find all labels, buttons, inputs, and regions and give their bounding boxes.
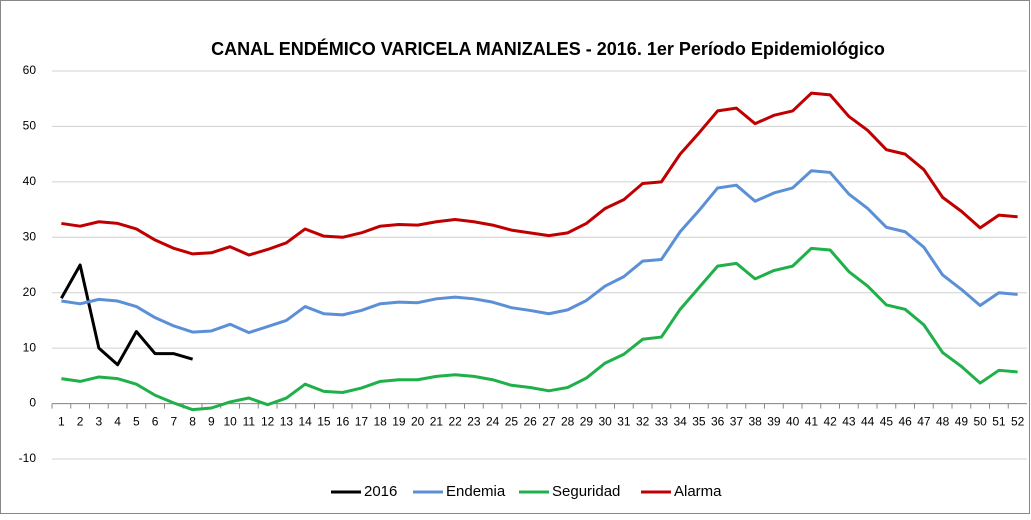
x-tick-label: 1 bbox=[58, 415, 65, 429]
x-tick-label: 31 bbox=[617, 415, 631, 429]
x-tick-label: 9 bbox=[208, 415, 215, 429]
x-tick-label: 16 bbox=[336, 415, 350, 429]
x-tick-label: 24 bbox=[486, 415, 500, 429]
x-tick-label: 47 bbox=[917, 415, 931, 429]
series-line bbox=[61, 91, 1018, 257]
y-tick-label: 50 bbox=[23, 119, 37, 133]
series-line bbox=[61, 246, 1018, 412]
chart-title: CANAL ENDÉMICO VARICELA MANIZALES - 2016… bbox=[211, 38, 885, 59]
x-tick-label: 26 bbox=[523, 415, 537, 429]
x-tick-label: 11 bbox=[243, 415, 256, 429]
x-tick-label: 14 bbox=[298, 415, 312, 429]
x-tick-label: 51 bbox=[992, 415, 1006, 429]
legend-label: 2016 bbox=[364, 483, 397, 500]
x-tick-label: 27 bbox=[542, 415, 556, 429]
x-tick-label: 12 bbox=[261, 415, 275, 429]
y-tick-label: 40 bbox=[23, 174, 37, 188]
series-line bbox=[61, 169, 1018, 335]
legend-label: Alarma bbox=[674, 483, 722, 500]
x-tick-label: 5 bbox=[133, 415, 140, 429]
y-tick-label: 30 bbox=[23, 229, 37, 243]
x-tick-label: 40 bbox=[786, 415, 800, 429]
x-tick-label: 21 bbox=[430, 415, 444, 429]
x-tick-label: 49 bbox=[955, 415, 969, 429]
x-tick-label: 35 bbox=[692, 415, 706, 429]
x-tick-label: 45 bbox=[880, 415, 894, 429]
x-tick-label: 6 bbox=[152, 415, 159, 429]
y-tick-label: -10 bbox=[19, 451, 37, 465]
x-tick-label: 32 bbox=[636, 415, 650, 429]
x-tick-label: 50 bbox=[973, 415, 987, 429]
x-tick-label: 25 bbox=[505, 415, 519, 429]
x-tick-label: 30 bbox=[598, 415, 612, 429]
x-tick-label: 3 bbox=[96, 415, 103, 429]
x-tick-label: 36 bbox=[711, 415, 725, 429]
series-line bbox=[60, 263, 194, 367]
x-tick-label: 28 bbox=[561, 415, 575, 429]
x-tick-label: 52 bbox=[1011, 415, 1025, 429]
y-tick-label: 20 bbox=[23, 285, 37, 299]
x-tick-label: 29 bbox=[580, 415, 594, 429]
x-tick-label: 15 bbox=[317, 415, 331, 429]
x-tick-label: 8 bbox=[189, 415, 196, 429]
x-tick-label: 33 bbox=[655, 415, 669, 429]
x-tick-label: 44 bbox=[861, 415, 875, 429]
x-tick-label: 34 bbox=[673, 415, 687, 429]
y-tick-label: 0 bbox=[29, 396, 36, 410]
legend-label: Seguridad bbox=[552, 483, 620, 500]
x-tick-label: 10 bbox=[223, 415, 237, 429]
x-tick-label: 43 bbox=[842, 415, 856, 429]
x-tick-label: 37 bbox=[730, 415, 744, 429]
legend-label: Endemia bbox=[446, 483, 506, 500]
x-tick-label: 48 bbox=[936, 415, 950, 429]
x-tick-label: 19 bbox=[392, 415, 406, 429]
x-tick-label: 46 bbox=[898, 415, 912, 429]
x-tick-label: 18 bbox=[373, 415, 387, 429]
x-tick-label: 38 bbox=[748, 415, 762, 429]
x-tick-label: 20 bbox=[411, 415, 425, 429]
x-tick-label: 4 bbox=[114, 415, 121, 429]
y-tick-label: 60 bbox=[23, 63, 37, 77]
x-tick-label: 2 bbox=[77, 415, 84, 429]
x-tick-label: 42 bbox=[823, 415, 837, 429]
y-tick-label: 10 bbox=[23, 340, 37, 354]
x-tick-label: 23 bbox=[467, 415, 481, 429]
x-tick-label: 39 bbox=[767, 415, 781, 429]
x-tick-label: 17 bbox=[355, 415, 369, 429]
x-tick-label: 13 bbox=[280, 415, 294, 429]
x-tick-label: 41 bbox=[805, 415, 819, 429]
x-tick-label: 7 bbox=[171, 415, 178, 429]
x-tick-label: 22 bbox=[448, 415, 462, 429]
